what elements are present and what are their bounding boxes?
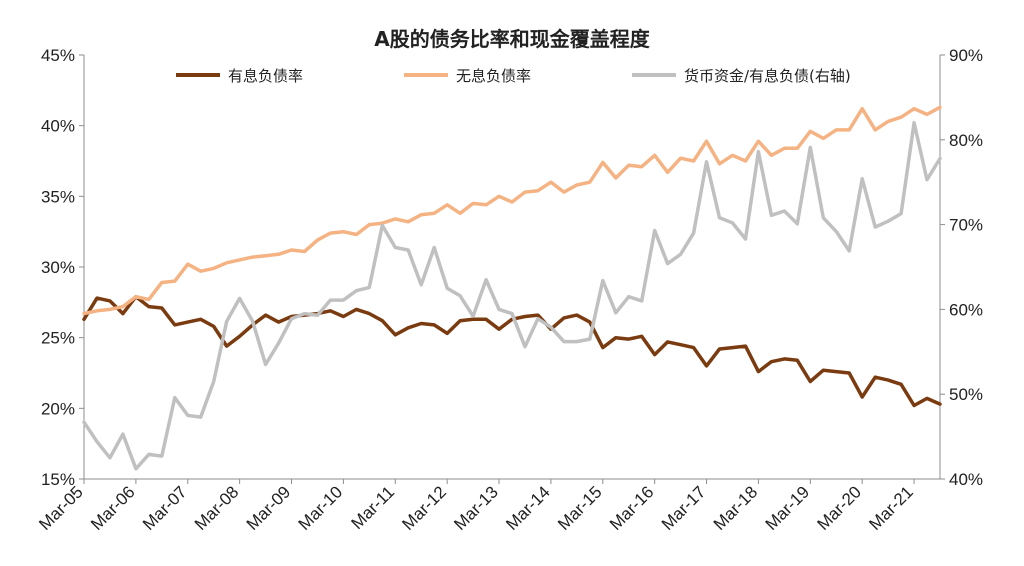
chart-legend: 有息负债率 无息负债率 货币资金/有息负债(右轴) — [176, 67, 851, 85]
x-tick-label: Mar-12 — [398, 482, 450, 534]
x-tick-label: Mar-08 — [191, 482, 243, 534]
x-tick-label: Mar-16 — [606, 482, 658, 534]
legend-label-series-2: 货币资金/有息负债(右轴) — [684, 67, 851, 85]
chart-title: A股的债务比率和现金覆盖程度 — [374, 27, 650, 51]
left-y-tick-label: 35% — [41, 187, 75, 206]
series-line-2 — [82, 121, 942, 471]
legend-label-series-0: 有息负债率 — [228, 67, 303, 85]
x-tick-label: Mar-13 — [450, 482, 502, 534]
x-tick-label: Mar-17 — [658, 482, 710, 534]
x-tick-label: Mar-15 — [554, 482, 606, 534]
x-tick-label: Mar-19 — [762, 482, 814, 534]
right-y-tick-label: 40% — [949, 470, 983, 489]
chart-series — [82, 105, 942, 471]
left-y-tick-label: 30% — [41, 258, 75, 277]
left-y-tick-label: 20% — [41, 399, 75, 418]
x-tick-label: Mar-11 — [347, 482, 398, 533]
x-tick-label: Mar-07 — [139, 482, 191, 534]
right-y-tick-label: 80% — [949, 131, 983, 150]
x-tick-label: Mar-18 — [710, 482, 762, 534]
series-line-1 — [82, 105, 942, 316]
x-tick-label: Mar-10 — [295, 482, 347, 534]
right-y-tick-label: 70% — [949, 216, 983, 235]
x-tick-label: Mar-09 — [243, 482, 295, 534]
right-y-tick-label: 50% — [949, 385, 983, 404]
left-y-tick-label: 45% — [41, 46, 75, 65]
x-tick-label: Mar-14 — [502, 482, 554, 534]
right-y-tick-label: 60% — [949, 300, 983, 319]
left-y-tick-label: 25% — [41, 329, 75, 348]
left-y-tick-label: 40% — [41, 117, 75, 136]
x-tick-label: Mar-05 — [35, 482, 87, 534]
x-tick-label: Mar-21 — [865, 482, 917, 534]
left-y-tick-label: 15% — [41, 470, 75, 489]
legend-label-series-1: 无息负债率 — [456, 67, 531, 85]
right-y-tick-label: 90% — [949, 46, 983, 65]
x-tick-label: Mar-06 — [87, 482, 139, 534]
x-tick-label: Mar-20 — [813, 482, 865, 534]
chart-axes: 15% 20% 25% 30% 35% 40% 45% 40% 50% 60% 70% 80% 90% M… — [35, 46, 983, 534]
series-line-0 — [82, 294, 942, 408]
